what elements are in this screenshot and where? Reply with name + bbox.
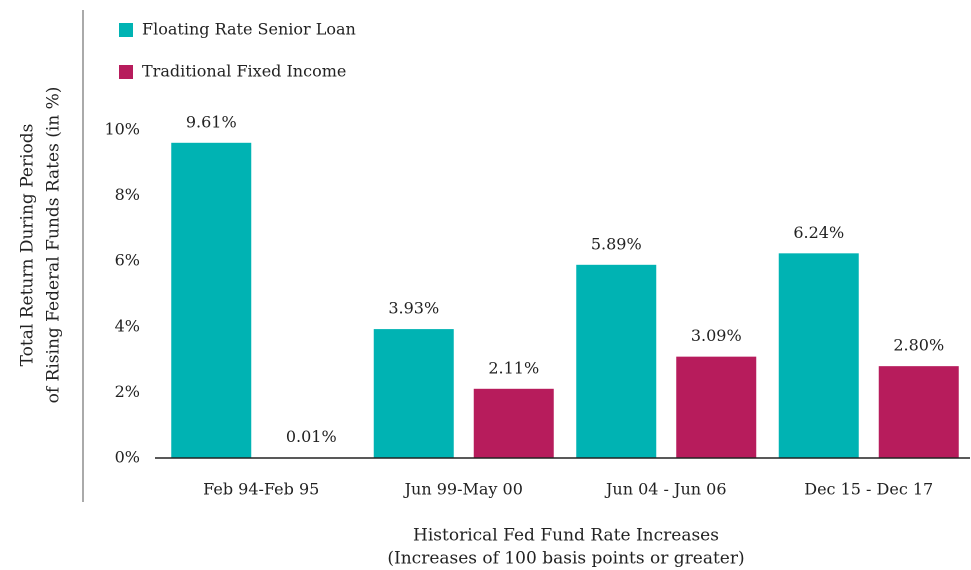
x-tick-label: Dec 15 - Dec 17	[804, 480, 933, 499]
legend-swatch	[119, 23, 133, 37]
y-tick-label: 10%	[104, 120, 140, 139]
x-axis-title: (Increases of 100 basis points or greate…	[387, 549, 744, 569]
value-label: 3.93%	[388, 299, 439, 318]
y-tick-label: 0%	[115, 448, 140, 467]
bar	[373, 329, 454, 458]
value-label: 2.11%	[488, 358, 539, 377]
y-axis-title: of Rising Federal Funds Rates (in %)	[44, 87, 64, 404]
x-tick-label: Jun 04 - Jun 06	[604, 480, 727, 499]
x-tick-label: Feb 94-Feb 95	[203, 480, 319, 499]
legend-label: Floating Rate Senior Loan	[142, 20, 356, 39]
bar	[473, 388, 554, 458]
value-label: 6.24%	[793, 223, 844, 242]
y-tick-label: 4%	[115, 316, 140, 335]
legend-label: Traditional Fixed Income	[142, 62, 346, 81]
legend-swatch	[119, 65, 133, 79]
bar	[676, 356, 757, 458]
bar	[576, 264, 657, 458]
y-tick-label: 8%	[115, 185, 140, 204]
y-tick-label: 6%	[115, 251, 140, 270]
value-label: 9.61%	[186, 112, 237, 131]
value-label: 3.09%	[691, 326, 742, 345]
y-axis-title: Total Return During Periods	[18, 124, 38, 367]
bar	[878, 366, 959, 458]
x-axis-title: Historical Fed Fund Rate Increases	[413, 526, 719, 546]
y-tick-label: 2%	[115, 382, 140, 401]
value-label: 0.01%	[286, 427, 337, 446]
value-label: 2.80%	[893, 336, 944, 355]
value-label: 5.89%	[591, 234, 642, 253]
x-tick-label: Jun 99-May 00	[403, 480, 523, 499]
bar	[171, 142, 252, 459]
bar	[778, 253, 859, 458]
